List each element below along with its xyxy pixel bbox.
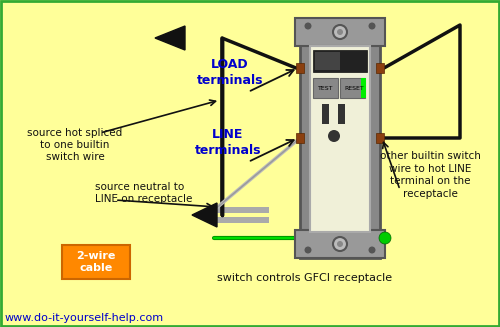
Text: 2-wire
cable: 2-wire cable [76,251,116,273]
Bar [62,245,130,279]
Bar [340,78,365,98]
Text: other builtin switch
wire to hot LINE
terminal on the
receptacle: other builtin switch wire to hot LINE te… [380,151,480,198]
Text: TEST: TEST [318,85,334,91]
Bar [295,230,385,258]
Bar [376,133,384,143]
Circle shape [368,247,376,253]
Circle shape [333,25,347,39]
Circle shape [304,23,312,29]
Circle shape [368,23,376,29]
Circle shape [379,232,391,244]
Circle shape [337,29,343,35]
Text: LINE
terminals: LINE terminals [195,129,261,158]
Bar [313,78,338,98]
Bar [300,18,380,258]
Bar [376,63,384,73]
Bar [295,18,385,46]
Bar [214,207,269,213]
Polygon shape [155,26,185,50]
Circle shape [304,247,312,253]
Text: source hot spliced
to one builtin
switch wire: source hot spliced to one builtin switch… [28,129,122,162]
Text: source neutral to
LINE on receptacle: source neutral to LINE on receptacle [95,182,192,204]
Circle shape [333,237,347,251]
Bar [313,50,367,72]
Bar [315,52,340,70]
Bar [214,217,269,223]
Circle shape [337,241,343,247]
Text: www.do-it-yourself-help.com: www.do-it-yourself-help.com [5,313,164,323]
Bar [296,133,304,143]
Bar [310,46,370,232]
Circle shape [328,130,340,142]
Text: LOAD
terminals: LOAD terminals [197,58,263,87]
Bar [296,63,304,73]
Text: switch controls GFCI receptacle: switch controls GFCI receptacle [218,273,392,283]
Bar [361,78,366,98]
Bar [338,104,345,124]
Bar [337,238,343,244]
Text: RESET: RESET [344,85,364,91]
Bar [322,104,329,124]
Polygon shape [192,203,217,227]
